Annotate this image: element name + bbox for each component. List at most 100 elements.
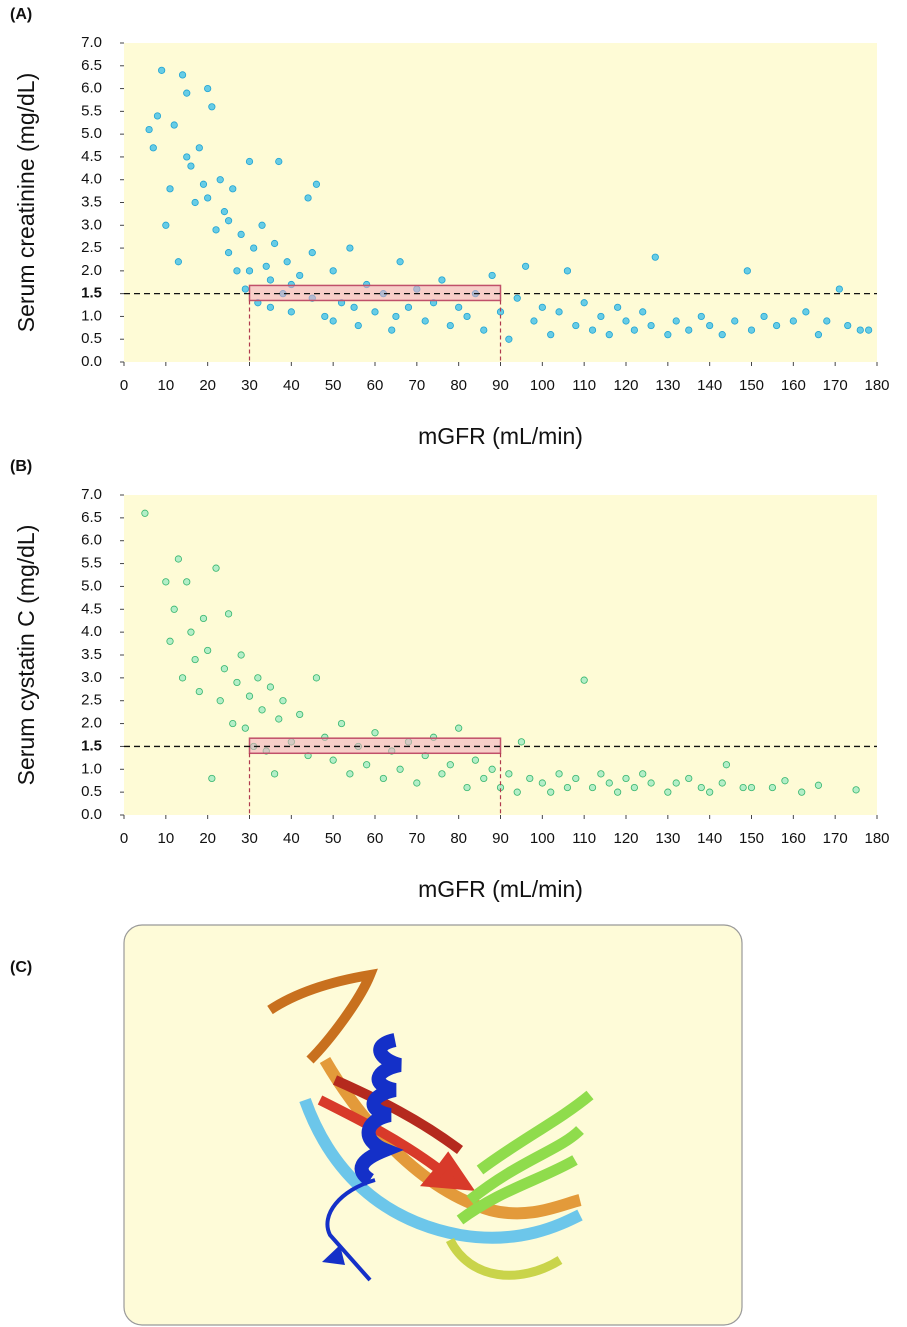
y-tick-label: 1.5 [81, 285, 102, 302]
point [145, 125, 153, 134]
point [178, 674, 187, 682]
x-tick-label: 70 [408, 377, 425, 394]
y-tick-label: 0.0 [81, 806, 102, 823]
x-tick-label: 40 [283, 377, 300, 394]
ribbon [299, 1097, 583, 1244]
x-tick-label: 90 [492, 377, 509, 394]
x-tick-label: 30 [241, 377, 258, 394]
point [392, 312, 400, 321]
y-tick-label: 1.0 [81, 760, 102, 777]
point [388, 326, 396, 334]
plot-background [124, 495, 877, 815]
ribbon [354, 1033, 404, 1186]
point [718, 779, 726, 787]
point [296, 271, 304, 280]
x-tick-label: 100 [530, 377, 555, 394]
point [287, 308, 295, 316]
point [270, 770, 279, 778]
y-tick-label: 4.5 [81, 148, 102, 165]
point [170, 121, 178, 129]
point [614, 788, 622, 796]
point [346, 244, 354, 252]
x-tick-label: 120 [613, 377, 638, 394]
point [639, 308, 647, 316]
ribbon [319, 1056, 582, 1220]
point [275, 715, 283, 723]
point [162, 221, 170, 229]
point [258, 221, 266, 229]
x-tick-label: 160 [781, 830, 806, 847]
point [279, 697, 287, 705]
point [149, 144, 157, 152]
point [204, 646, 212, 655]
point [630, 326, 638, 334]
y-tick-label: 3.5 [81, 193, 102, 210]
point [266, 276, 275, 284]
point [572, 774, 580, 783]
y-tick-label: 5.0 [81, 577, 102, 594]
point [852, 786, 860, 794]
point [329, 317, 337, 325]
point [321, 312, 329, 321]
x-tick-label: 140 [697, 830, 722, 847]
y-tick-label: 3.5 [81, 646, 102, 663]
point [312, 674, 321, 682]
point [174, 258, 182, 266]
y-axis-title: Serum creatinine (mg/dL) [13, 73, 39, 333]
y-axis-title: Serum cystatin C (mg/dL) [13, 525, 39, 786]
y-tick-label: 0.5 [81, 330, 102, 347]
point [588, 783, 597, 792]
x-tick-label: 170 [823, 830, 848, 847]
point [647, 779, 655, 787]
y-tick-label: 4.0 [81, 171, 102, 188]
point [488, 271, 496, 280]
x-tick-label: 110 [572, 377, 596, 394]
protein-illustration [123, 924, 743, 1326]
point [513, 294, 521, 302]
x-tick-label: 30 [241, 830, 258, 847]
point [517, 738, 526, 746]
point [706, 788, 714, 796]
y-tick-label: 0.5 [81, 783, 102, 800]
point [346, 770, 354, 778]
point [526, 774, 534, 783]
point [245, 692, 254, 700]
x-tick-label: 50 [325, 830, 342, 847]
point [455, 303, 463, 311]
point [241, 724, 249, 732]
point [220, 208, 228, 216]
point [463, 312, 471, 321]
x-tick-label: 10 [157, 377, 174, 394]
point [747, 783, 756, 792]
point [404, 303, 413, 311]
point [605, 331, 613, 339]
point [396, 258, 404, 266]
x-tick-label: 60 [367, 830, 384, 847]
point [258, 706, 266, 714]
point [308, 249, 316, 257]
panel-label: (A) [10, 6, 32, 23]
point [220, 665, 228, 673]
point [672, 779, 680, 787]
y-tick-label: 3.0 [81, 669, 102, 686]
point [798, 788, 806, 796]
x-tick-label: 20 [199, 830, 216, 847]
point [605, 779, 613, 787]
point [266, 303, 275, 311]
point [162, 578, 170, 586]
point [731, 317, 739, 325]
x-tick-label: 180 [864, 830, 889, 847]
x-tick-label: 60 [367, 377, 384, 394]
point [187, 628, 195, 636]
point [622, 317, 630, 325]
x-tick-label: 70 [408, 830, 425, 847]
point [204, 84, 212, 93]
point [480, 774, 488, 783]
point [421, 317, 429, 325]
x-tick-label: 80 [450, 830, 467, 847]
point [229, 185, 237, 193]
point [538, 303, 546, 311]
y-tick-label: 0.0 [81, 353, 102, 370]
points [145, 66, 873, 343]
point [697, 783, 705, 792]
